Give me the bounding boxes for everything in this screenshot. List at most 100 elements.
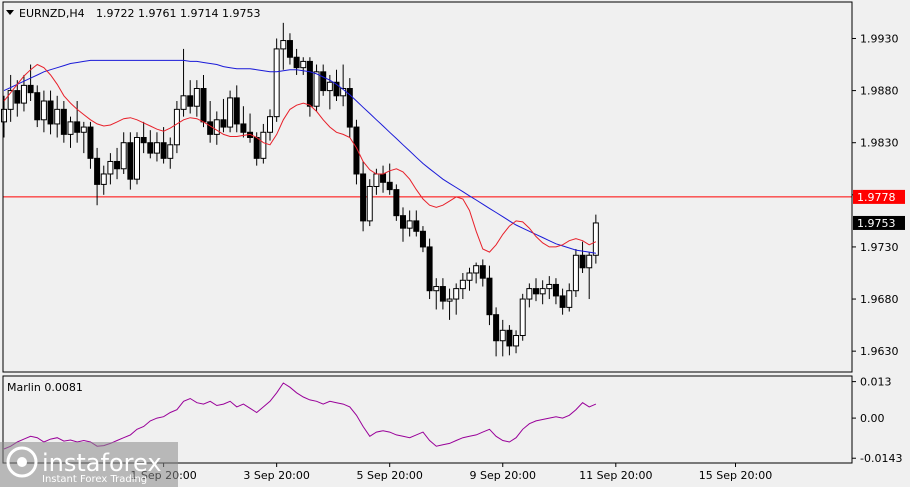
candle[interactable] <box>80 121 87 154</box>
candle[interactable] <box>579 241 586 273</box>
candle[interactable] <box>473 262 480 284</box>
candle-body-bear <box>293 56 300 69</box>
candle[interactable] <box>459 272 466 300</box>
candle[interactable] <box>592 214 599 264</box>
candle[interactable] <box>220 98 227 133</box>
candle[interactable] <box>513 330 520 354</box>
candle[interactable] <box>346 78 353 138</box>
candle[interactable] <box>506 325 513 356</box>
candle[interactable] <box>147 130 154 159</box>
candle[interactable] <box>54 95 61 138</box>
candle[interactable] <box>519 293 526 341</box>
candle[interactable] <box>340 64 347 107</box>
candle[interactable] <box>47 90 54 135</box>
candle-body-bull <box>526 288 533 300</box>
main-price-pane[interactable] <box>1 22 853 357</box>
candle-body-bull <box>340 88 347 97</box>
candle[interactable] <box>539 280 546 305</box>
candle[interactable] <box>526 283 533 308</box>
candle[interactable] <box>140 121 147 154</box>
candle[interactable] <box>479 259 486 287</box>
candle[interactable] <box>386 163 393 195</box>
candle[interactable] <box>134 132 140 185</box>
candle[interactable] <box>107 153 114 185</box>
candle[interactable] <box>433 278 440 310</box>
candle[interactable] <box>160 127 167 164</box>
candle[interactable] <box>114 147 121 180</box>
candle[interactable] <box>120 132 127 174</box>
candle[interactable] <box>546 276 553 300</box>
candle[interactable] <box>499 319 506 357</box>
candle[interactable] <box>34 85 41 128</box>
candle[interactable] <box>7 74 14 122</box>
candle[interactable] <box>1 95 7 138</box>
candle[interactable] <box>333 69 340 102</box>
candle[interactable] <box>572 249 579 297</box>
candle[interactable] <box>400 207 406 242</box>
candle-body-bull <box>466 272 473 281</box>
candle[interactable] <box>453 283 460 315</box>
candle[interactable] <box>426 238 433 300</box>
candle[interactable] <box>320 64 327 96</box>
level-price-tag <box>853 189 905 204</box>
candle[interactable] <box>67 116 74 148</box>
candle[interactable] <box>27 64 34 102</box>
candle[interactable] <box>486 265 493 326</box>
chart-menu-triangle-icon[interactable] <box>6 10 14 15</box>
candle[interactable] <box>446 288 453 320</box>
candle[interactable] <box>552 278 559 305</box>
candle[interactable] <box>193 80 200 117</box>
candle[interactable] <box>533 278 539 302</box>
candle-body-bear <box>360 173 367 222</box>
candle[interactable] <box>127 132 134 190</box>
candle[interactable] <box>227 90 234 133</box>
candle[interactable] <box>353 119 360 185</box>
candle[interactable] <box>439 278 446 310</box>
candle[interactable] <box>87 121 94 169</box>
candle-body-bull <box>180 95 187 110</box>
indicator-tick-label: 0.00 <box>860 412 885 425</box>
candle[interactable] <box>366 179 373 227</box>
candle[interactable] <box>213 111 220 145</box>
main-pane-frame <box>2 1 853 373</box>
candle[interactable] <box>100 165 107 195</box>
candle[interactable] <box>94 147 101 206</box>
candle-body-bull <box>67 121 74 135</box>
candle[interactable] <box>559 288 566 315</box>
candle[interactable] <box>167 137 174 169</box>
candle[interactable] <box>240 106 247 138</box>
price-tick-label: 1.9730 <box>860 241 899 254</box>
candle[interactable] <box>360 161 367 232</box>
candle[interactable] <box>566 283 573 312</box>
candle[interactable] <box>273 38 280 122</box>
candle[interactable] <box>173 101 180 154</box>
candle[interactable] <box>153 132 160 162</box>
candle[interactable] <box>260 123 267 164</box>
indicator-pane-frame <box>2 375 853 464</box>
candle[interactable] <box>14 80 21 117</box>
candle[interactable] <box>60 101 67 143</box>
candle-body-bear <box>147 142 154 154</box>
candle[interactable] <box>280 22 287 70</box>
candle[interactable] <box>419 226 426 253</box>
candle-body-bear <box>426 246 433 292</box>
candle[interactable] <box>267 109 273 141</box>
price-tick-label: 1.9930 <box>860 32 899 45</box>
candle[interactable] <box>40 90 47 133</box>
candle[interactable] <box>293 48 300 75</box>
candle[interactable] <box>286 33 293 65</box>
candle-body-bull <box>227 97 234 128</box>
candle[interactable] <box>466 267 473 291</box>
candle[interactable] <box>493 307 500 357</box>
candle[interactable] <box>406 210 413 237</box>
candle[interactable] <box>233 85 240 133</box>
candle[interactable] <box>187 80 194 114</box>
candle[interactable] <box>586 252 593 300</box>
candle[interactable] <box>393 184 400 221</box>
candle[interactable] <box>413 210 420 237</box>
candle[interactable] <box>300 57 307 75</box>
candle[interactable] <box>306 57 313 117</box>
candle[interactable] <box>74 101 81 143</box>
candle[interactable] <box>313 64 320 112</box>
